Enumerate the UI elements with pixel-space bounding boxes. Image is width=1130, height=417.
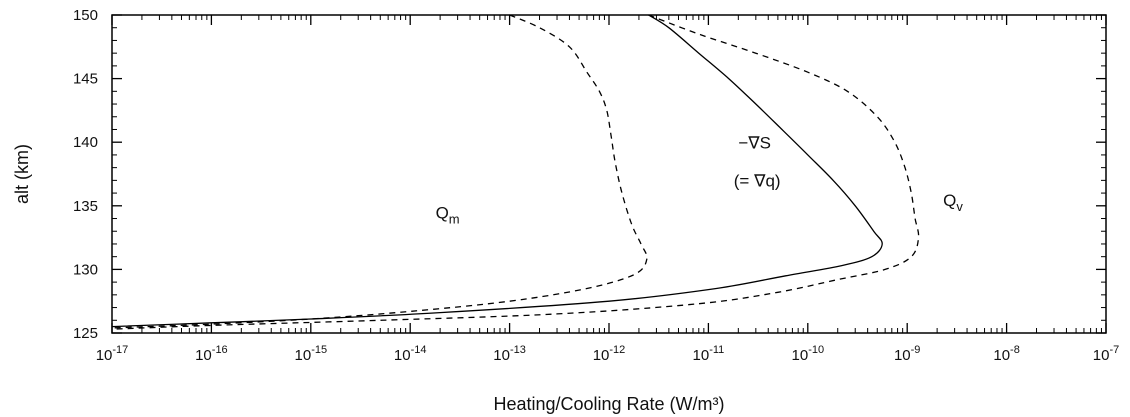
y-tick-label: 145 xyxy=(73,71,98,88)
y-tick-label: 150 xyxy=(73,7,98,24)
x-tick-label: 10-14 xyxy=(394,344,427,364)
series-qv-curve xyxy=(111,14,920,330)
minor-ticks xyxy=(112,15,1106,333)
x-tick-label: 10-9 xyxy=(894,344,920,364)
y-tick-label: 125 xyxy=(73,325,98,342)
x-tick-label: 10-15 xyxy=(295,344,328,364)
x-axis-title: Heating/Cooling Rate (W/m³) xyxy=(493,394,724,414)
x-tick-label: 10-10 xyxy=(792,344,825,364)
x-tick-label: 10-16 xyxy=(195,344,228,364)
major-ticks xyxy=(111,14,1107,334)
series-grad-s-curve xyxy=(111,14,883,328)
annotations: Qm Qv −∇S (= ∇q) xyxy=(436,134,964,227)
annotation-qv: Qv xyxy=(943,191,963,214)
series-layer xyxy=(111,14,920,330)
y-tick-label: 130 xyxy=(73,261,98,278)
annotation-qm: Qm xyxy=(436,204,460,227)
x-tick-label: 10-12 xyxy=(593,344,626,364)
x-tick-label: 10-8 xyxy=(993,344,1019,364)
annotation-grad-q: (= ∇q) xyxy=(734,172,781,191)
y-tick-labels: 125 130 135 140 145 150 xyxy=(73,7,98,342)
y-tick-label: 135 xyxy=(73,198,98,215)
plot-frame xyxy=(111,14,1107,334)
x-tick-label: 10-13 xyxy=(493,344,526,364)
x-tick-label: 10-17 xyxy=(96,344,129,364)
x-tick-labels: 10-17 10-16 10-15 10-14 10-13 10-12 10-11 10-10… xyxy=(96,344,1120,364)
series-qm-curve xyxy=(111,14,648,329)
y-tick-label: 140 xyxy=(73,134,98,151)
annotation-grad-s: −∇S xyxy=(738,134,771,153)
x-tick-label: 10-7 xyxy=(1093,344,1119,364)
x-tick-label: 10-11 xyxy=(693,344,725,364)
y-axis-title: alt (km) xyxy=(12,144,32,204)
